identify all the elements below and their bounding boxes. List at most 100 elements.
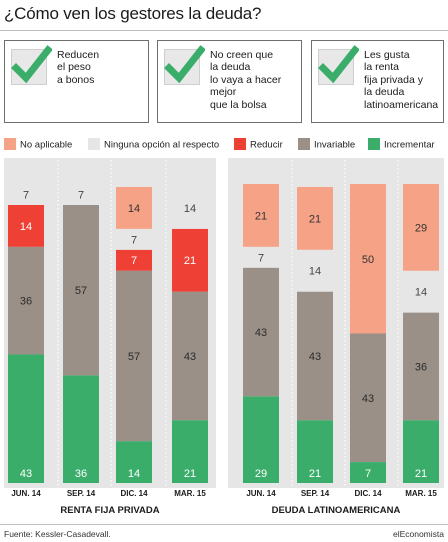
data-label: 36 bbox=[20, 296, 32, 308]
source-note: Fuente: Kessler-Casadevall. bbox=[4, 529, 111, 539]
legend-swatch bbox=[4, 138, 16, 150]
bottom-divider bbox=[0, 524, 448, 525]
bar-segment-invariable bbox=[172, 291, 208, 421]
bar-segment-incrementar bbox=[172, 420, 208, 483]
data-label: 43 bbox=[255, 327, 267, 339]
brand-logo: elEconomista bbox=[392, 529, 444, 539]
bar-segment-ninguna bbox=[243, 246, 279, 268]
data-label: 43 bbox=[309, 351, 321, 363]
data-label: 57 bbox=[128, 351, 140, 363]
check-icon bbox=[164, 45, 205, 85]
insight-text: Les gusta la renta fija privada y la deu… bbox=[364, 49, 439, 111]
data-label: 21 bbox=[255, 210, 267, 222]
bar-segment-ninguna bbox=[116, 228, 152, 250]
legend-swatch bbox=[234, 138, 246, 150]
bar-segment-incrementar bbox=[403, 420, 439, 483]
data-label: 43 bbox=[362, 393, 374, 405]
bar-segment-no_aplicable bbox=[350, 184, 386, 334]
data-label: 36 bbox=[415, 361, 427, 373]
bar-segment-invariable bbox=[350, 333, 386, 463]
bar-segment-ninguna bbox=[172, 186, 208, 229]
legend-item-ninguna: Ninguna opción al respecto bbox=[88, 138, 219, 152]
data-label: 7 bbox=[131, 255, 137, 267]
data-label: 21 bbox=[415, 468, 427, 480]
data-label: 29 bbox=[255, 468, 267, 480]
bar-segment-no_aplicable bbox=[116, 186, 152, 229]
x-tick-label: MAR. 15 bbox=[405, 489, 437, 498]
legend-label: Reducir bbox=[250, 139, 283, 151]
bar-segment-reducir bbox=[116, 249, 152, 271]
bar-segment-no_aplicable bbox=[243, 184, 279, 247]
bar-segment-incrementar bbox=[243, 396, 279, 483]
bar-segment-incrementar bbox=[297, 420, 333, 483]
x-tick-label: JUN. 14 bbox=[246, 489, 276, 498]
x-tick-label: JUN. 14 bbox=[11, 489, 41, 498]
bar-segment-ninguna bbox=[63, 184, 99, 205]
group-title-renta-fija: RENTA FIJA PRIVADA bbox=[60, 505, 160, 516]
data-label: 21 bbox=[184, 255, 196, 267]
top-divider bbox=[0, 30, 448, 31]
data-label: 14 bbox=[128, 468, 140, 480]
data-label: 14 bbox=[415, 287, 427, 299]
insight-box-stocks: No creen que la deuda lo vaya a hacer me… bbox=[157, 40, 302, 123]
data-label: 50 bbox=[362, 254, 374, 266]
check-icon bbox=[11, 45, 52, 85]
insight-text: No creen que la deuda lo vaya a hacer me… bbox=[210, 49, 282, 111]
legend-item-no-aplicable: No aplicable bbox=[4, 138, 72, 152]
bar-segment-incrementar bbox=[8, 354, 44, 483]
data-label: 7 bbox=[365, 468, 371, 480]
x-tick-label: MAR. 15 bbox=[174, 489, 206, 498]
data-label: 21 bbox=[184, 468, 196, 480]
group-title-deuda-latam: DEUDA LATINOAMERICANA bbox=[271, 505, 401, 516]
data-label: 43 bbox=[20, 468, 32, 480]
data-label: 43 bbox=[184, 351, 196, 363]
x-tick-label: DIC. 14 bbox=[120, 489, 148, 498]
bar-segment-incrementar bbox=[63, 375, 99, 483]
legend-label: Invariable bbox=[314, 139, 356, 151]
bar-segment-incrementar bbox=[350, 462, 386, 483]
bar-segment-invariable bbox=[297, 291, 333, 421]
bar-segment-ninguna bbox=[403, 270, 439, 313]
bar-segment-invariable bbox=[403, 312, 439, 421]
data-label: 7 bbox=[258, 252, 264, 264]
bar-segment-ninguna bbox=[8, 184, 44, 205]
check-icon bbox=[318, 45, 359, 85]
bar-segment-ninguna bbox=[297, 249, 333, 292]
data-label: 29 bbox=[415, 222, 427, 234]
bar-segment-reducir bbox=[8, 204, 44, 247]
data-label: 21 bbox=[309, 213, 321, 225]
data-label: 14 bbox=[20, 221, 32, 233]
data-label: 7 bbox=[23, 189, 29, 201]
data-label: 7 bbox=[131, 234, 137, 246]
legend-item-invariable: Invariable bbox=[298, 138, 355, 152]
bar-segment-no_aplicable bbox=[403, 184, 439, 271]
bar-segment-reducir bbox=[172, 228, 208, 292]
legend: No aplicable Ninguna opción al respecto … bbox=[4, 138, 448, 154]
data-label: 21 bbox=[309, 468, 321, 480]
bar-segment-invariable bbox=[63, 204, 99, 376]
legend-swatch bbox=[298, 138, 310, 150]
legend-item-incrementar: Incrementar bbox=[368, 138, 435, 152]
legend-label: Incrementar bbox=[384, 139, 435, 151]
data-label: 14 bbox=[309, 266, 321, 278]
x-tick-label: SEP. 14 bbox=[301, 489, 330, 498]
x-tick-label: DIC. 14 bbox=[354, 489, 382, 498]
bar-segment-invariable bbox=[116, 270, 152, 442]
bar-segment-no_aplicable bbox=[297, 186, 333, 250]
legend-item-reducir: Reducir bbox=[234, 138, 283, 152]
insight-box-bonds: Reducen el peso a bonos bbox=[4, 40, 149, 123]
bar-segment-incrementar bbox=[116, 441, 152, 483]
data-label: 57 bbox=[75, 285, 87, 297]
insight-text: Reducen el peso a bonos bbox=[57, 49, 100, 86]
bar-segment-invariable bbox=[8, 246, 44, 355]
legend-label: No aplicable bbox=[20, 139, 73, 151]
data-label: 14 bbox=[128, 203, 140, 215]
chart-title: ¿Cómo ven los gestores la deuda? bbox=[4, 4, 262, 23]
legend-label: Ninguna opción al respecto bbox=[104, 139, 220, 151]
data-label: 36 bbox=[75, 468, 87, 480]
x-tick-label: SEP. 14 bbox=[67, 489, 96, 498]
data-label: 14 bbox=[184, 203, 196, 215]
legend-swatch bbox=[368, 138, 380, 150]
data-label: 7 bbox=[78, 189, 84, 201]
